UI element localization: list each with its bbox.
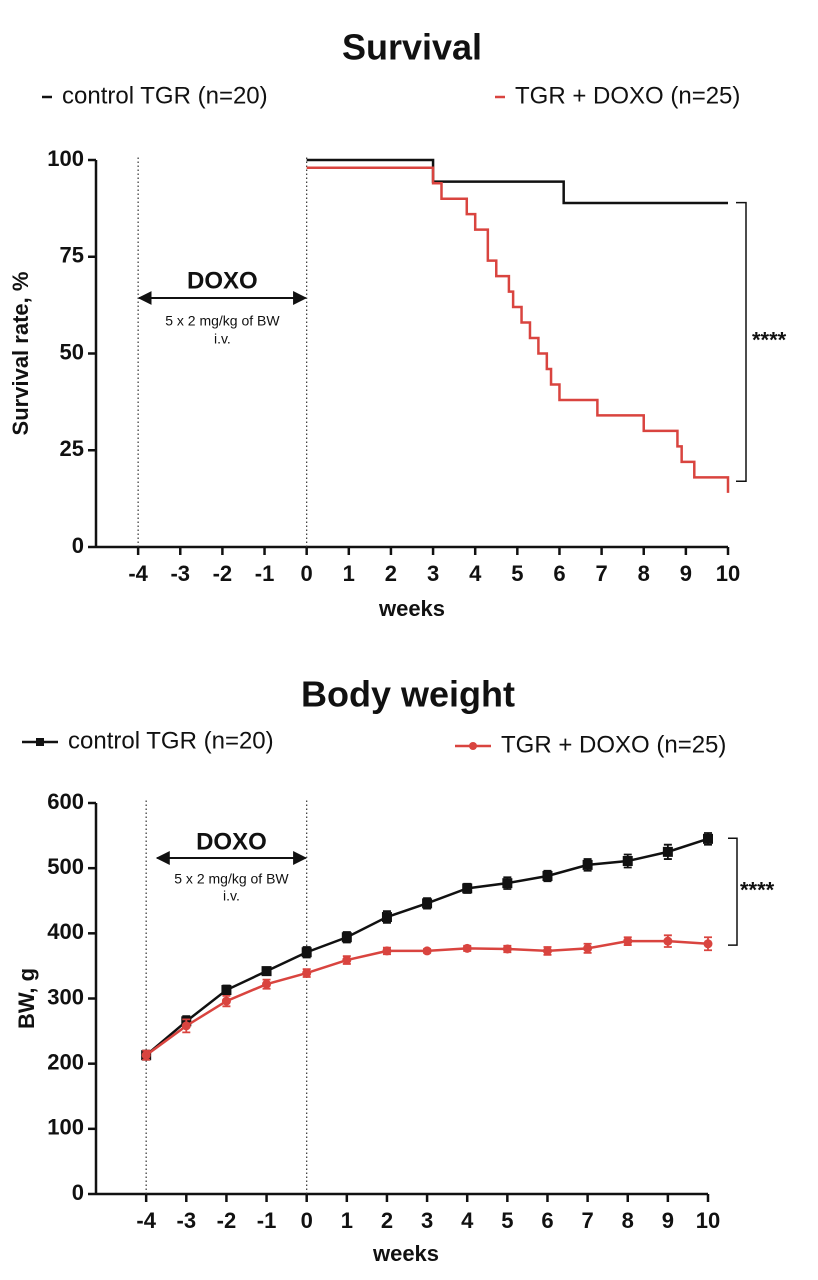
data-point <box>622 855 633 866</box>
data-point <box>662 846 673 857</box>
data-point <box>221 985 232 996</box>
significance-bracket <box>728 837 738 946</box>
y-tick-label: 600 <box>47 789 84 814</box>
x-tick-label: 3 <box>421 1208 433 1233</box>
x-tick-label: 1 <box>341 1208 353 1233</box>
x-tick-label: 10 <box>696 1208 720 1233</box>
data-point <box>261 966 272 977</box>
data-point <box>181 1021 191 1031</box>
x-tick-label: 0 <box>301 1208 313 1233</box>
x-axis-label: weeks <box>372 1241 439 1266</box>
data-point <box>422 946 432 956</box>
y-tick-label: 100 <box>47 146 84 171</box>
annotation-note: 5 x 2 mg/kg of BW <box>174 871 289 887</box>
significance-label: **** <box>740 877 775 902</box>
data-point <box>542 870 553 881</box>
y-tick-label: 50 <box>60 339 84 364</box>
y-tick-label: 500 <box>47 854 84 879</box>
x-axis-label: weeks <box>378 596 445 621</box>
x-tick-label: -2 <box>213 561 233 586</box>
data-point <box>623 936 633 946</box>
x-tick-label: 6 <box>553 561 565 586</box>
significance-bracket <box>736 201 747 482</box>
chart-title: Body weight <box>301 674 515 715</box>
data-point <box>302 968 312 978</box>
x-tick-label: 9 <box>662 1208 674 1233</box>
data-point <box>381 912 392 923</box>
data-point <box>422 898 433 909</box>
annotation-note: i.v. <box>214 331 231 347</box>
x-tick-label: 1 <box>343 561 355 586</box>
y-tick-label: 300 <box>47 984 84 1009</box>
y-tick-label: 200 <box>47 1049 84 1074</box>
data-point <box>141 1050 151 1060</box>
legend-label: control TGR (n=20) <box>68 727 274 754</box>
x-tick-label: 10 <box>716 561 740 586</box>
x-tick-label: -3 <box>177 1208 197 1233</box>
x-tick-label: 8 <box>622 1208 634 1233</box>
x-tick-label: 7 <box>581 1208 593 1233</box>
data-point <box>341 932 352 943</box>
data-point <box>301 947 312 958</box>
y-tick-label: 25 <box>60 436 84 461</box>
data-point <box>502 878 513 889</box>
x-tick-label: 2 <box>385 561 397 586</box>
x-tick-label: -1 <box>257 1208 277 1233</box>
data-point <box>583 943 593 953</box>
data-point <box>502 944 512 954</box>
data-point <box>342 955 352 965</box>
survival-line <box>306 158 728 205</box>
chart-title: Survival <box>342 27 482 68</box>
data-point <box>703 833 713 844</box>
y-tick-label: 400 <box>47 919 84 944</box>
x-tick-label: -1 <box>255 561 275 586</box>
survival-line <box>306 166 730 493</box>
x-tick-label: 6 <box>541 1208 553 1233</box>
data-point <box>462 943 472 953</box>
y-tick-label: 0 <box>72 533 84 558</box>
x-tick-label: 8 <box>638 561 650 586</box>
x-tick-label: 4 <box>461 1208 474 1233</box>
y-axis-label: Survival rate, % <box>8 272 33 436</box>
x-tick-label: -4 <box>136 1208 156 1233</box>
data-point <box>221 996 231 1006</box>
legend-marker <box>469 742 477 750</box>
x-tick-label: 3 <box>427 561 439 586</box>
annotation-label: DOXO <box>196 828 267 855</box>
x-tick-label: -2 <box>217 1208 237 1233</box>
data-point <box>262 979 272 989</box>
x-tick-label: 9 <box>680 561 692 586</box>
series-line <box>145 939 709 1057</box>
y-tick-label: 0 <box>72 1180 84 1205</box>
y-tick-label: 100 <box>47 1115 84 1140</box>
data-point <box>582 859 593 870</box>
annotation-label: DOXO <box>187 267 258 294</box>
data-point <box>462 883 473 894</box>
annotation-note: 5 x 2 mg/kg of BW <box>165 313 280 329</box>
y-tick-label: 75 <box>60 243 84 268</box>
data-point <box>382 946 392 956</box>
data-point <box>703 939 713 949</box>
x-tick-label: 0 <box>301 561 313 586</box>
legend-label: TGR + DOXO (n=25) <box>501 731 726 758</box>
x-tick-label: 7 <box>595 561 607 586</box>
significance-label: **** <box>752 328 787 353</box>
legend-marker <box>36 738 44 746</box>
x-tick-label: -4 <box>128 561 148 586</box>
y-axis-label: BW, g <box>14 968 39 1029</box>
legend-label: TGR + DOXO (n=25) <box>515 82 740 109</box>
x-tick-label: 4 <box>469 561 482 586</box>
x-tick-label: 5 <box>501 1208 513 1233</box>
x-tick-label: 2 <box>381 1208 393 1233</box>
x-tick-label: 5 <box>511 561 523 586</box>
legend-label: control TGR (n=20) <box>62 82 268 109</box>
data-point <box>542 946 552 956</box>
annotation-note: i.v. <box>223 888 240 904</box>
x-tick-label: -3 <box>170 561 190 586</box>
data-point <box>663 936 673 946</box>
